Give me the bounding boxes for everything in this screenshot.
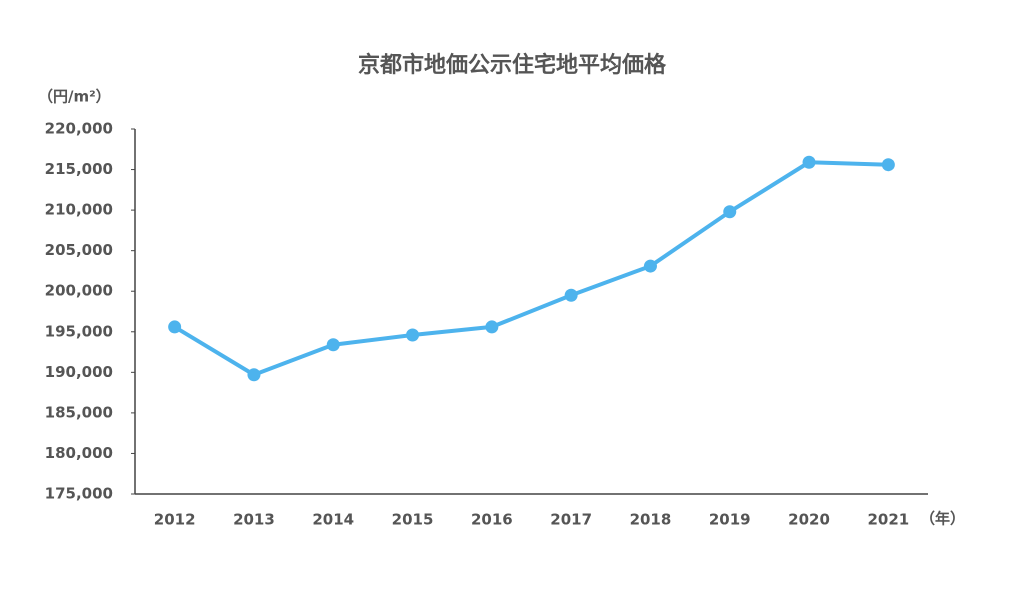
y-tick-label: 215,000 <box>45 160 113 178</box>
y-tick-label: 185,000 <box>45 403 113 421</box>
x-tick-label: 2016 <box>471 511 513 529</box>
chart-title: 京都市地価公示住宅地平均価格 <box>358 52 667 78</box>
y-tick-label: 180,000 <box>45 444 113 462</box>
point <box>247 368 261 382</box>
y-tick-label: 205,000 <box>45 241 113 259</box>
y-tick-label: 190,000 <box>45 363 113 381</box>
point <box>723 205 737 219</box>
point <box>485 320 499 334</box>
point <box>406 328 420 342</box>
y-tick-label: 175,000 <box>45 485 113 503</box>
line <box>173 160 889 377</box>
point <box>326 338 340 352</box>
x-tick-label: 2012 <box>154 511 196 529</box>
x-tick-label: 2017 <box>550 511 592 529</box>
x-axis-label: （年） <box>920 510 965 528</box>
point <box>802 155 816 169</box>
x-tick-label: 2013 <box>233 511 275 529</box>
y-axis-label: （円/m²） <box>38 88 111 106</box>
y-tick-label: 195,000 <box>45 322 113 340</box>
y-tick-label: 210,000 <box>45 201 113 219</box>
point <box>564 288 578 302</box>
x-tick-label: 2020 <box>788 511 830 529</box>
y-tick-label: 220,000 <box>45 120 113 138</box>
x-tick-label: 2019 <box>709 511 751 529</box>
x-tick-label: 2015 <box>392 511 434 529</box>
point <box>881 158 895 172</box>
x-tick-label: 2021 <box>867 511 909 529</box>
x-tick-label: 2018 <box>630 511 672 529</box>
point <box>643 259 657 273</box>
x-tick-label: 2014 <box>312 511 354 529</box>
point <box>168 320 182 334</box>
y-tick-label: 200,000 <box>45 282 113 300</box>
